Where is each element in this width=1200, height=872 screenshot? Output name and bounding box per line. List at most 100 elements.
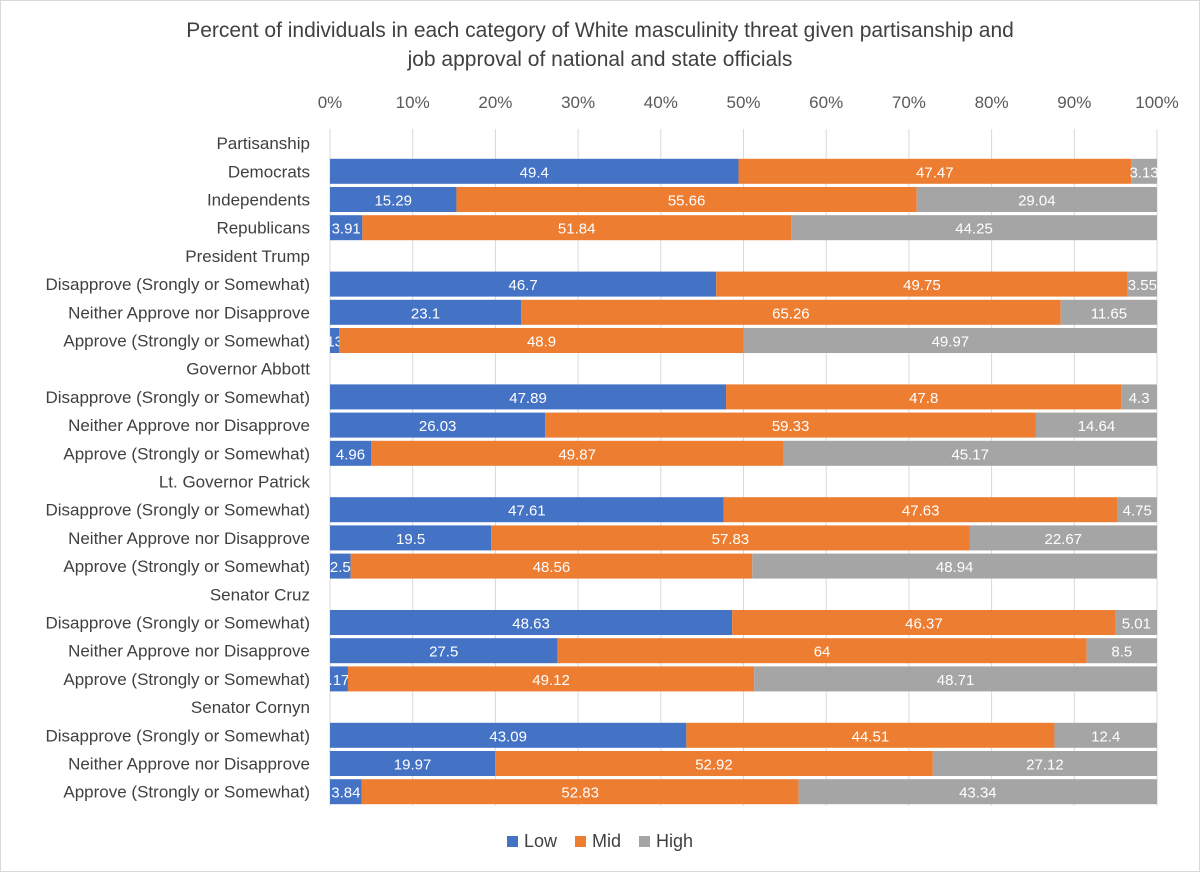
category-header-label: Governor Abbott (186, 360, 310, 379)
bar-segment-low (330, 158, 739, 184)
bar-segment-high (783, 440, 1157, 466)
data-label: 22.67 (1044, 531, 1082, 548)
row-label: Neither Approve nor Disapprove (68, 755, 310, 774)
data-label: 49.12 (532, 672, 570, 689)
bar-segment-mid (456, 187, 917, 212)
data-label: 29.04 (1018, 193, 1056, 210)
data-label: 3.55 (1128, 277, 1157, 294)
legend-label-mid: Mid (591, 831, 621, 851)
data-label: 11.65 (1091, 305, 1127, 322)
data-label: 14.64 (1078, 418, 1116, 435)
data-label: 23.1 (411, 305, 440, 322)
data-label: 48.71 (937, 672, 975, 689)
bar-segment-low (330, 666, 348, 692)
bar-segment-mid (738, 158, 1132, 184)
data-label: 65.26 (772, 305, 810, 322)
bar-segment-high (932, 751, 1158, 776)
legend-label-high: High (656, 831, 694, 851)
legend-swatch-mid (574, 836, 586, 847)
bar-segment-high (1086, 638, 1157, 664)
data-label: 49.87 (558, 446, 596, 463)
bar-segment-mid (726, 384, 1122, 410)
row-label: Neither Approve nor Disapprove (68, 303, 310, 322)
bar-segment-low (330, 638, 558, 664)
bar-segment-low (330, 215, 363, 241)
bar-segment-mid (716, 271, 1128, 297)
data-label: 55.66 (668, 193, 706, 210)
legend-swatch-high (639, 836, 650, 847)
bar-segment-high (1054, 722, 1157, 748)
bar-segment-mid (557, 638, 1087, 664)
data-label: 44.51 (852, 728, 890, 745)
data-label: 48.94 (936, 559, 974, 576)
data-label: 48.63 (512, 616, 550, 633)
data-label: 51.84 (558, 221, 596, 238)
chart-title-line-1: Percent of individuals in each category … (186, 19, 1014, 42)
data-label: 4.75 (1123, 503, 1152, 520)
row-label: Approve (Strongly or Somewhat) (63, 557, 310, 576)
legend-swatch-low (506, 836, 518, 847)
data-label: 48.56 (533, 559, 571, 576)
bar-segment-low (330, 271, 717, 297)
x-tick-label: 80% (975, 93, 1009, 112)
row-label: Approve (Strongly or Somewhat) (63, 670, 310, 689)
data-label: 64 (814, 644, 831, 661)
category-header-label: Senator Cornyn (191, 698, 310, 717)
row-label: Disapprove (Srongly or Somewhat) (45, 614, 310, 633)
row-label: Approve (Strongly or Somewhat) (63, 444, 310, 463)
bar-segment-high (1127, 271, 1157, 297)
data-label: 47.61 (508, 503, 546, 520)
x-tick-label: 50% (726, 93, 760, 112)
x-tick-label: 0% (318, 93, 343, 112)
x-tick-label: 40% (644, 93, 678, 112)
data-label: 49.97 (932, 334, 970, 351)
bar-segment-mid (686, 722, 1055, 748)
category-header-label: President Trump (185, 247, 310, 266)
row-label: Disapprove (Srongly or Somewhat) (45, 275, 310, 294)
bar-segment-high (754, 666, 1157, 692)
data-label: 47.89 (509, 390, 547, 407)
data-label: 46.7 (509, 277, 538, 294)
data-label: 8.5 (1111, 644, 1132, 661)
row-label: Neither Approve nor Disapprove (68, 416, 310, 435)
bar-segment-mid (362, 215, 792, 241)
bar-segment-high (798, 779, 1158, 805)
data-label: 4.3 (1129, 390, 1150, 407)
bar-segment-low (330, 779, 362, 805)
chart-title: Percent of individuals in each category … (0, 16, 1200, 74)
x-tick-label: 70% (892, 93, 926, 112)
bar-segment-mid (495, 751, 933, 776)
bar-segment-high (1131, 158, 1157, 184)
data-label: 52.83 (561, 785, 599, 802)
bar-segment-high (1115, 610, 1158, 635)
bar-segment-mid (350, 553, 753, 579)
row-label: Disapprove (Srongly or Somewhat) (45, 501, 310, 520)
bar-segment-high (969, 525, 1157, 551)
legend-item-low: Low (506, 831, 557, 852)
data-label: 47.63 (902, 503, 940, 520)
row-label: Republicans (216, 219, 310, 238)
data-label: 13 (326, 334, 343, 351)
row-label: Approve (Strongly or Somewhat) (63, 332, 310, 351)
data-label: 47.8 (909, 390, 938, 407)
bar-segment-mid (545, 412, 1036, 438)
category-header-label: Partisanship (216, 134, 310, 153)
bar-segment-high (743, 328, 1157, 353)
data-label: 27.5 (429, 644, 458, 661)
x-tick-label: 90% (1057, 93, 1091, 112)
data-label: 2.5 (330, 559, 351, 576)
data-label: 3.91 (332, 221, 361, 238)
bar-segment-mid (521, 299, 1061, 325)
bar-segment-low (330, 553, 351, 579)
legend: Low Mid High (0, 831, 1200, 852)
bar-segment-low (330, 610, 733, 635)
chart-title-line-2: job approval of national and state offic… (407, 48, 793, 71)
legend-label-low: Low (523, 831, 557, 851)
bar-segment-mid (361, 779, 799, 805)
bar-segment-high (752, 553, 1157, 579)
x-tick-label: 30% (561, 93, 595, 112)
data-label: 57.83 (712, 531, 750, 548)
category-header-label: Lt. Governor Patrick (159, 473, 311, 492)
bar-segment-mid (339, 328, 744, 353)
row-label: Approve (Strongly or Somewhat) (63, 783, 310, 802)
